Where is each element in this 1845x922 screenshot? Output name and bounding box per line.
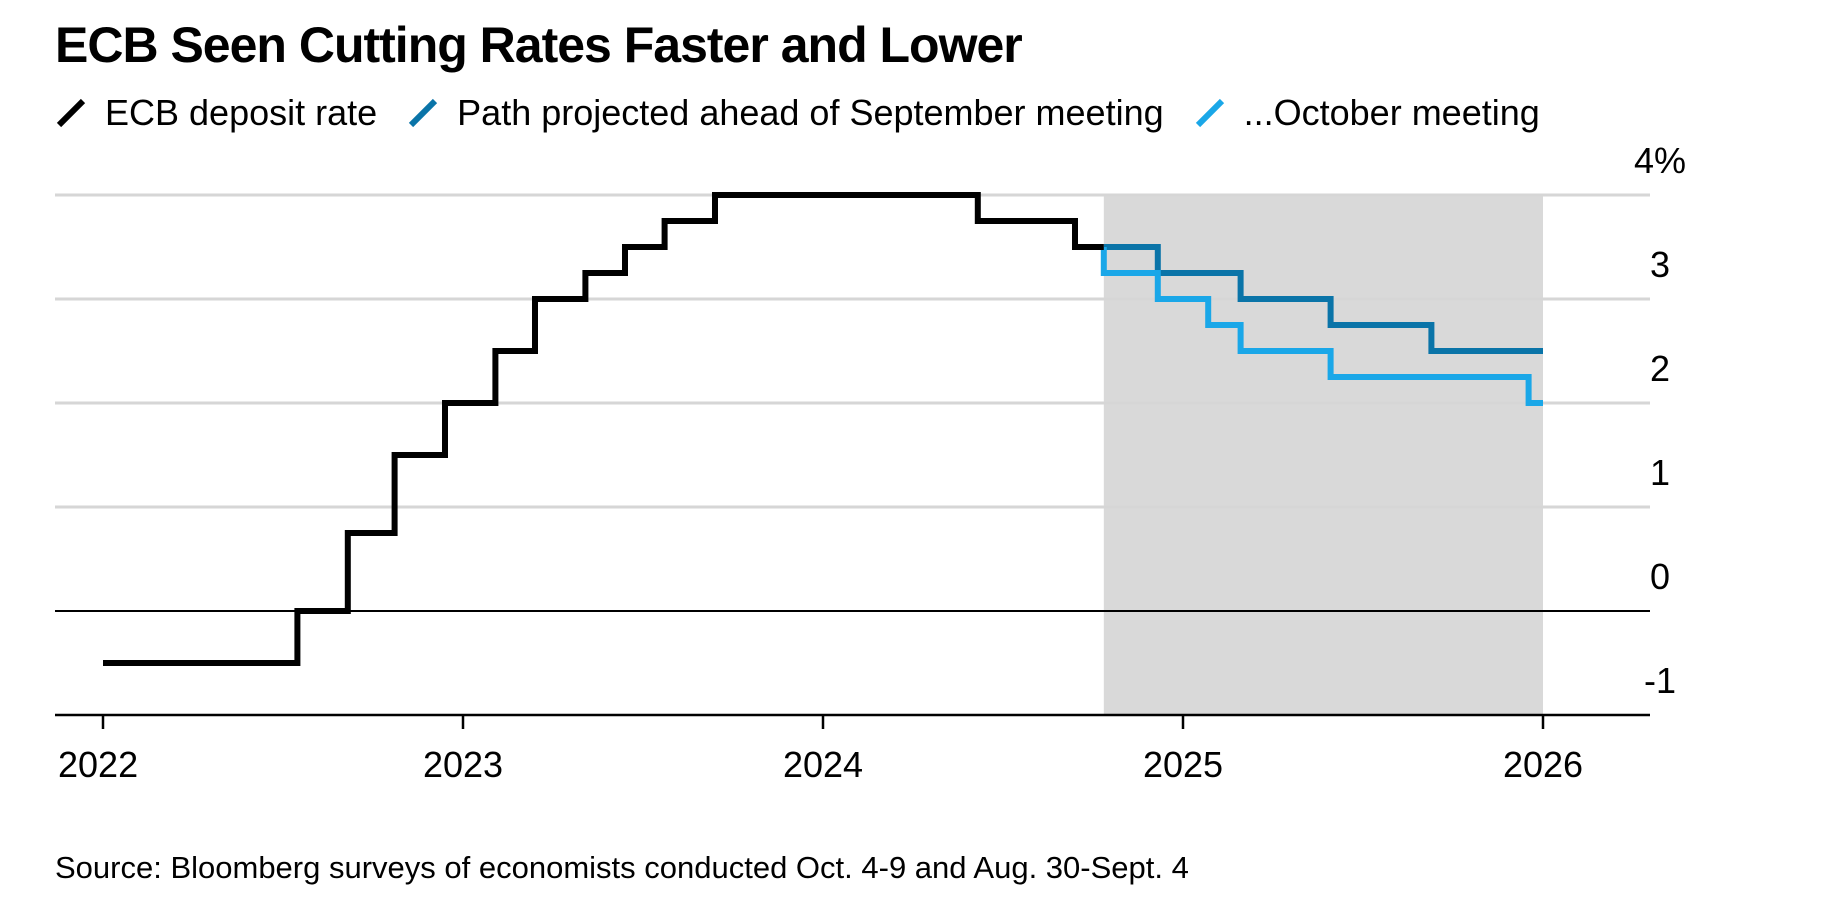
series-line-ecb <box>103 192 1104 666</box>
legend-swatch-september-icon <box>409 98 438 128</box>
chart-title: ECB Seen Cutting Rates Faster and Lower <box>55 17 1023 73</box>
y-tick-label-3: 3 <box>1650 244 1670 285</box>
source-note: Source: Bloomberg surveys of economists … <box>55 850 1189 885</box>
x-tick-label-2024: 2024 <box>783 744 863 785</box>
y-tick-label-2: 2 <box>1650 348 1670 389</box>
x-tick-label-2026: 2026 <box>1503 744 1583 785</box>
y-tick-label-4: 4% <box>1634 140 1686 181</box>
y-tick-label-0: 0 <box>1650 556 1670 597</box>
legend-label-october-path: ...October meeting <box>1243 92 1540 133</box>
y-tick-label-neg1: -1 <box>1644 660 1676 701</box>
projection-shaded-region <box>1103 195 1543 715</box>
legend-item-october-path: ...October meeting <box>1194 88 1540 138</box>
y-tick-label-1: 1 <box>1650 452 1670 493</box>
legend-swatch-october-icon <box>1195 98 1224 128</box>
legend-swatch-ecb-icon <box>56 98 86 128</box>
series-line-september <box>1103 244 1543 354</box>
x-tick-label-2022: 2022 <box>58 744 138 785</box>
legend-label-ecb-deposit-rate: ECB deposit rate <box>105 92 378 133</box>
x-tick-label-2023: 2023 <box>423 744 503 785</box>
legend-item-ecb-deposit-rate: ECB deposit rate <box>55 88 377 138</box>
legend-label-september-path: Path projected ahead of September meetin… <box>457 92 1164 133</box>
series-line-october <box>1100 247 1543 406</box>
x-tick-label-2025: 2025 <box>1143 744 1223 785</box>
legend: ECB deposit rate Path projected ahead of… <box>55 88 1570 138</box>
legend-item-september-path: Path projected ahead of September meetin… <box>407 88 1164 138</box>
